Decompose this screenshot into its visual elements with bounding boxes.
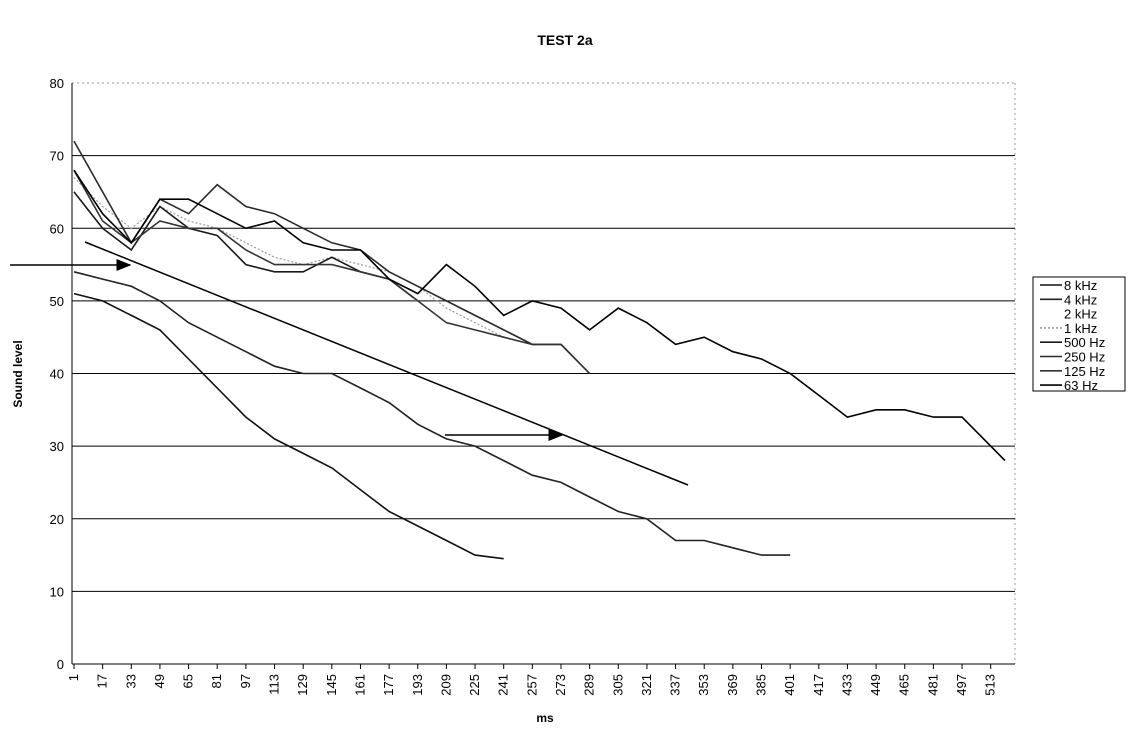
legend-label: 125 Hz	[1064, 364, 1105, 379]
y-tick-label: 80	[50, 76, 64, 91]
x-tick-label: 321	[639, 674, 654, 696]
series-line	[73, 292, 504, 560]
plot-area: 0 10 20 30 40 50 60 70 80 1 17 33 49 65 81 97 113 129 145 1…	[50, 76, 1015, 696]
x-tick-label: 49	[152, 674, 167, 688]
legend-label: 1 kHz	[1064, 321, 1097, 336]
legend	[1032, 276, 1126, 392]
x-tick-label: 161	[352, 674, 367, 696]
x-tick-label: 177	[381, 674, 396, 696]
x-tick-label: 193	[410, 674, 425, 696]
x-tick-label: 273	[553, 674, 568, 696]
legend-label: 8 kHz	[1064, 278, 1097, 293]
legend-label: 63 Hz	[1064, 378, 1098, 393]
series-line	[73, 184, 419, 302]
x-tick-label: 401	[782, 674, 797, 696]
x-tick-label: 97	[238, 674, 253, 688]
y-tick-label: 40	[50, 367, 64, 382]
x-tick-label: 65	[181, 674, 196, 688]
series-line	[73, 176, 504, 338]
x-tick-label: 497	[954, 674, 969, 696]
x-tick-label: 465	[897, 674, 912, 696]
y-tick-label: 50	[50, 294, 64, 309]
series-line	[73, 169, 591, 375]
x-axis-label: ms	[536, 711, 554, 725]
x-tick-label: 209	[438, 674, 453, 696]
legend-label: 4 kHz	[1064, 292, 1097, 307]
legend-label: 250 Hz	[1064, 350, 1105, 365]
x-tick-label: 129	[295, 674, 310, 696]
x-tick-label: 337	[668, 674, 683, 696]
x-tick-label: 369	[725, 674, 740, 696]
x-tick-label: 289	[582, 674, 597, 696]
x-tick-label: 225	[467, 674, 482, 696]
y-axis-label: Sound level	[11, 340, 25, 407]
series-line	[73, 271, 791, 556]
x-tick-label: 353	[696, 674, 711, 696]
x-tick-label: 513	[983, 674, 998, 696]
x-tick-label: 257	[524, 674, 539, 696]
x-tick-label: 17	[95, 674, 110, 688]
x-tick-label: 241	[496, 674, 511, 696]
y-tick-label: 20	[50, 512, 64, 527]
x-tick-label: 305	[610, 674, 625, 696]
x-tick-label: 145	[324, 674, 339, 696]
y-tick-label: 0	[57, 657, 64, 672]
annotation-line	[84, 241, 689, 486]
y-tick-label: 30	[50, 439, 64, 454]
x-tick-label: 481	[925, 674, 940, 696]
x-tick-label: 449	[868, 674, 883, 696]
series-line	[73, 169, 1006, 462]
x-tick-label: 433	[839, 674, 854, 696]
y-tick-label: 60	[50, 221, 64, 236]
x-tick-label: 113	[267, 674, 282, 695]
y-tick-label: 70	[50, 149, 64, 164]
x-tick-label: 33	[123, 674, 138, 688]
legend-label: 500 Hz	[1064, 335, 1105, 350]
x-tick-label: 81	[209, 674, 224, 688]
chart-title: TEST 2a	[537, 32, 592, 48]
legend-label: 2 kHz	[1064, 307, 1097, 322]
x-tick-label: 1	[66, 674, 81, 681]
x-tick-label: 385	[754, 674, 769, 696]
x-tick-label: 417	[811, 674, 826, 696]
y-tick-label: 10	[50, 584, 64, 599]
